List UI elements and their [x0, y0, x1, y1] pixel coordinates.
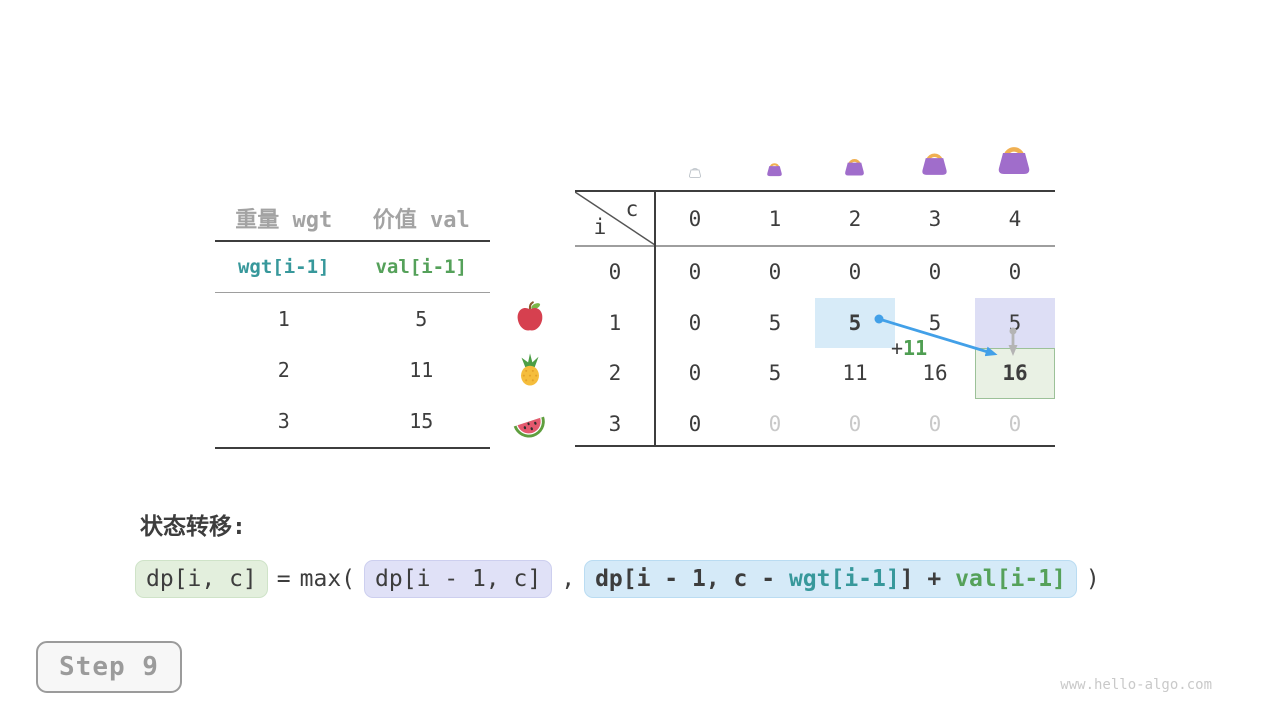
formula-comma: , [561, 566, 576, 592]
items-table-subheader: wgt[i-1] val[i-1] [215, 242, 490, 293]
items-val-3: 15 [409, 409, 434, 434]
items-col-header-value: 价值 val [372, 208, 470, 233]
items-wgt-3: 3 [277, 409, 290, 434]
dp-row-header-1: 1 [608, 310, 622, 335]
corner-row-var: i [593, 215, 607, 239]
dp-cell-0-2: 0 [848, 260, 862, 285]
dp-cell-0-0: 0 [688, 260, 702, 285]
formula-arg2: dp[i - 1, c - wgt[i-1]] + val[i-1] [584, 560, 1077, 598]
formula-arg2-part-3: ] + [899, 566, 956, 592]
items-table: 重量 wgt 价值 val wgt[i-1] val[i-1] 1 5 2 11 3 15 [215, 196, 490, 449]
items-col-header-weight: 重量 wgt [235, 208, 333, 233]
dp-header-vline [654, 192, 656, 445]
dp-row-header-3: 3 [608, 411, 622, 436]
dp-cell-2-1: 5 [768, 361, 782, 386]
dp-col-header-0: 0 [688, 206, 702, 231]
items-val-1: 5 [415, 306, 428, 331]
dp-cell-1-1: 5 [768, 310, 782, 335]
formula-lhs: dp[i, c] [135, 560, 268, 598]
state-transition-title: 状态转移: [140, 514, 246, 540]
dp-col-header-2: 2 [848, 206, 862, 231]
dp-cell-3-2: 0 [848, 411, 862, 436]
formula-equals: = [276, 566, 291, 592]
corner-col-var: c [625, 197, 639, 221]
items-wgt-1: 1 [277, 306, 290, 331]
plus-sign: + [891, 336, 904, 360]
apple-icon [513, 300, 547, 334]
bag-icon-xlarge [992, 134, 1036, 182]
items-table-header: 重量 wgt 价值 val [215, 196, 490, 242]
dp-cell-3-4: 0 [1008, 411, 1022, 436]
formula-arg1: dp[i - 1, c] [364, 560, 553, 598]
added-value: 11 [903, 336, 928, 360]
items-val-2: 11 [409, 357, 434, 382]
formula-arg2-part-1: dp[i - 1, c - [595, 566, 789, 592]
dp-header-underline [575, 245, 1055, 247]
formula-arg2-part-2: wgt[i-1] [788, 566, 900, 592]
items-row-2: 2 11 [215, 344, 490, 395]
dp-cell-1-2: 5 [815, 297, 895, 348]
dp-col-header-4: 4 [1008, 206, 1022, 231]
state-transition-formula: dp[i, c] = max( dp[i - 1, c] , dp[i - 1,… [135, 560, 1100, 598]
dp-cell-2-4: 16 [975, 348, 1055, 399]
pineapple-icon [513, 352, 547, 386]
bag-icon-medium [841, 151, 868, 182]
dp-cell-0-4: 0 [1008, 260, 1022, 285]
empty-bag-icon [687, 163, 703, 183]
items-table-body: 1 5 2 11 3 15 [215, 293, 490, 449]
dp-cell-2-3: 16 [922, 361, 948, 386]
watermark: www.hello-algo.com [1060, 677, 1212, 693]
formula-max-open: max( [299, 566, 356, 592]
items-wgt-2: 2 [277, 357, 290, 382]
dp-col-header-3: 3 [928, 206, 942, 231]
dp-cell-0-1: 0 [768, 260, 782, 285]
dp-cell-1-0: 0 [688, 310, 702, 335]
dp-row-header-2: 2 [608, 361, 622, 386]
dp-cell-2-2: 11 [842, 361, 868, 386]
bag-icon-large [917, 143, 952, 182]
dp-table: c i 0 1 2 3 4 0 1 2 3 0 0 0 0 0 0 5 5 5 5 0 5 11 16 16 0 0 0 0 0 [575, 190, 1055, 447]
transfer-value-annotation: + 11 [891, 336, 927, 360]
dp-cell-2-0: 0 [688, 361, 702, 386]
dp-cell-3-0: 0 [688, 411, 702, 436]
watermelon-icon [511, 404, 545, 438]
items-subheader-wgt: wgt[i-1] [237, 256, 330, 278]
items-row-3: 3 15 [215, 396, 490, 447]
dp-row-header-0: 0 [608, 260, 622, 285]
formula-close-paren: ) [1085, 566, 1100, 592]
dp-cell-0-3: 0 [928, 260, 942, 285]
bag-icon-small [764, 157, 785, 182]
formula-arg2-part-4: val[i-1] [955, 566, 1066, 592]
corner-diagonal-line [575, 192, 655, 245]
dp-col-header-1: 1 [768, 206, 782, 231]
step-badge: Step 9 [36, 641, 182, 693]
dp-cell-1-4: 5 [975, 297, 1055, 348]
dp-cell-3-3: 0 [928, 411, 942, 436]
items-subheader-val: val[i-1] [375, 256, 467, 278]
dp-cell-3-1: 0 [768, 411, 782, 436]
